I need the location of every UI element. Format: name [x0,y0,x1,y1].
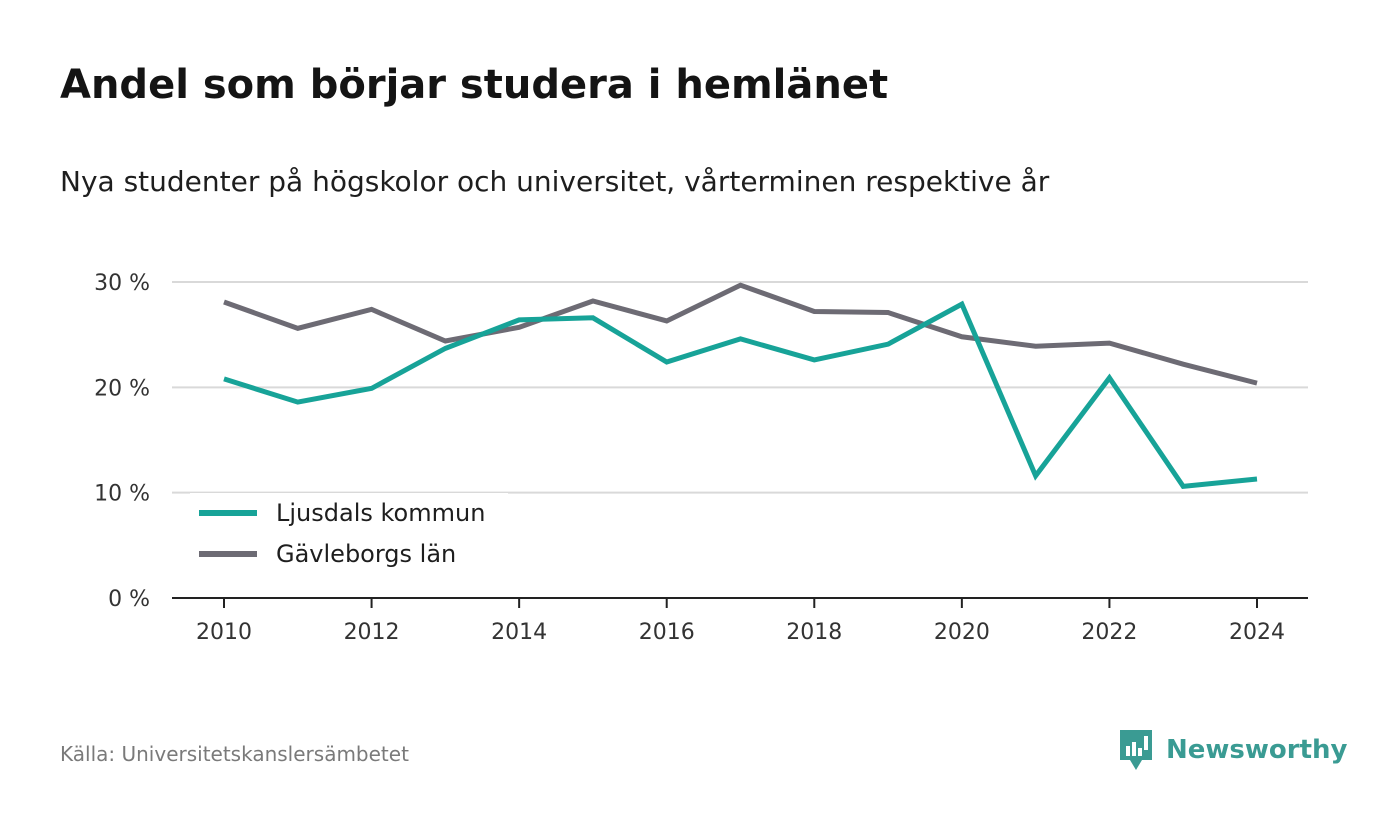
x-tick-label: 2020 [934,620,990,645]
legend-label: Gävleborgs län [276,540,456,568]
x-tick-label: 2012 [344,620,400,645]
y-tick-label: 30 % [94,271,150,296]
y-tick-label: 0 % [108,587,150,612]
legend-label: Ljusdals kommun [276,499,485,527]
x-tick-label: 2014 [491,620,547,645]
line-chart: 0 % 10 % 20 % 30 % Ljusdals kommun Gävleborg… [94,271,1308,645]
legend-background [190,493,508,579]
brand-logo: Newsworthy [1118,728,1347,772]
series-line-2 [223,282,1258,386]
y-tick-label: 20 % [94,376,150,401]
x-tick-label: 2010 [196,620,252,645]
source-note: Källa: Universitetskanslersämbetet [60,742,409,766]
grid-lines [172,281,1308,494]
y-axis-ticks: 0 % 10 % 20 % 30 % [94,271,150,612]
x-tick-label: 2018 [786,620,842,645]
legend: Ljusdals kommun Gävleborgs län [199,499,485,568]
x-tick-label: 2022 [1081,620,1137,645]
newsworthy-logo-icon [1120,730,1152,770]
series-line-1 [223,300,1258,489]
x-tick-label: 2016 [639,620,695,645]
series-lines [223,282,1258,489]
x-axis-ticks: 2010 2012 2014 2016 2018 2020 2022 2024 [196,598,1285,645]
x-tick-label: 2024 [1229,620,1285,645]
brand-name: Newsworthy [1166,735,1348,765]
chart-title: Andel som börjar studera i hemlänet [60,62,889,108]
y-tick-label: 10 % [94,482,150,507]
chart-subtitle: Nya studenter på högskolor och universit… [60,165,1050,198]
